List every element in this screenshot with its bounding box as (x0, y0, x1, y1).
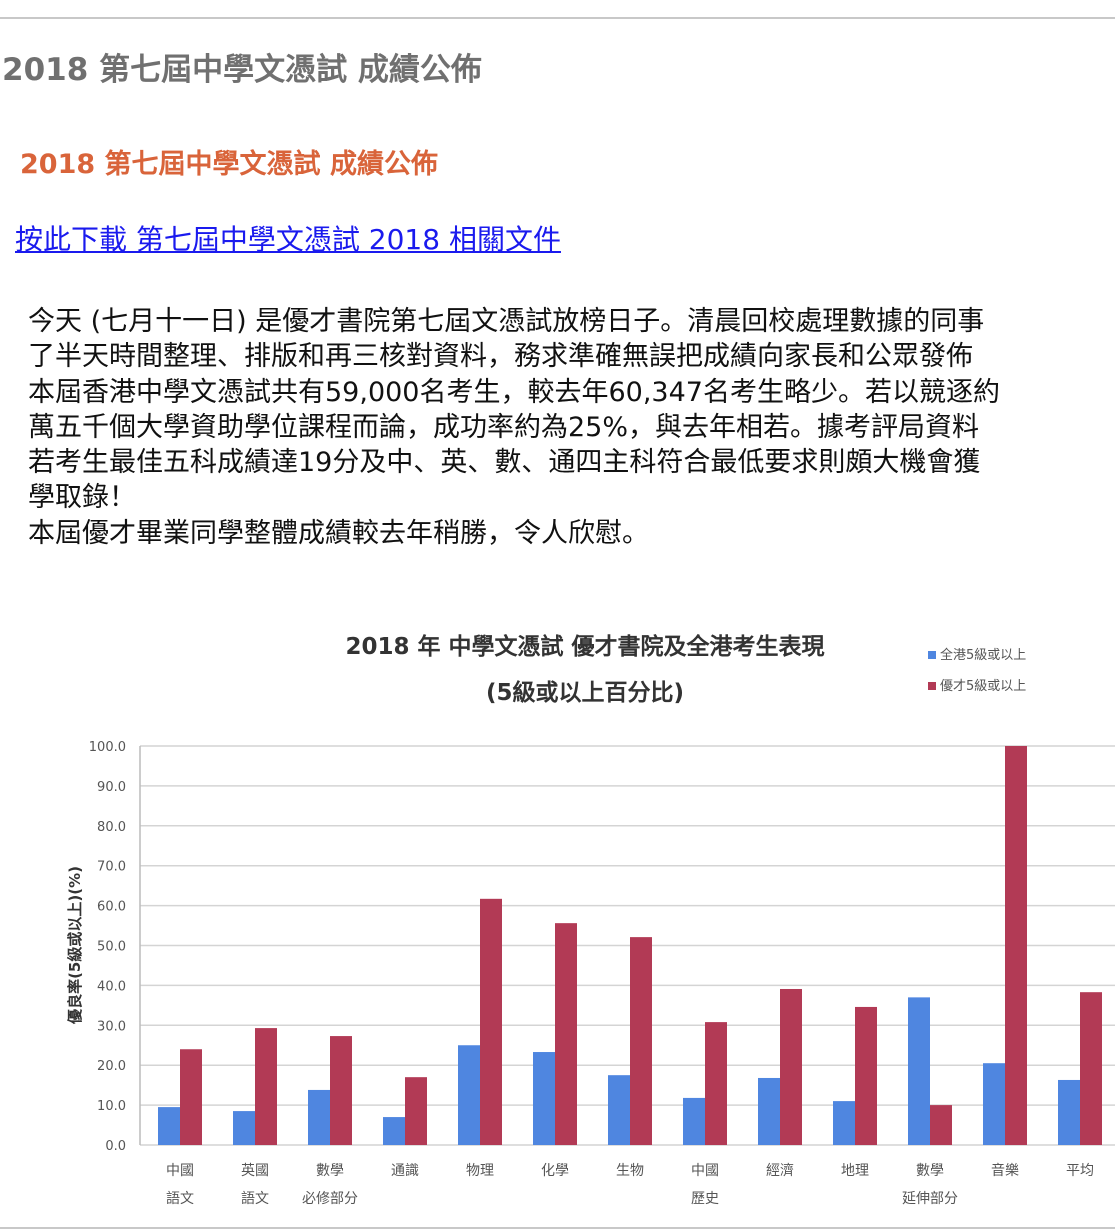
bar-school (330, 1036, 352, 1145)
x-tick-label: 平均 (1066, 1163, 1094, 1179)
x-tick-label: 語文 (241, 1191, 269, 1207)
paragraph-line: 了半天時間整理、排版和再三核對資料，務求準確無誤把成績向家長和公眾發佈 (28, 341, 973, 373)
y-axis-label: 優良率(5級或以上)(%) (66, 866, 84, 1025)
bar-hk (983, 1063, 1005, 1145)
top-divider (0, 17, 1115, 19)
bar-school (480, 898, 502, 1145)
paragraph-line: 本屆香港中學文憑試共有59,000名考生，較去年60,347名考生略少。若以競逐… (28, 376, 1000, 408)
y-tick-label: 20.0 (97, 1059, 126, 1074)
y-tick-label: 0.0 (105, 1139, 126, 1154)
x-tick-label: 物理 (466, 1163, 494, 1179)
legend-label: 優才5級或以上 (940, 679, 1026, 694)
x-tick-label: 數學 (316, 1163, 344, 1179)
paragraph-line: 學取錄！ (28, 482, 136, 514)
bar-hk (533, 1052, 555, 1145)
bar-school (180, 1049, 202, 1145)
legend-swatch (928, 682, 936, 690)
y-tick-label: 10.0 (97, 1099, 126, 1114)
y-tick-label: 80.0 (97, 820, 126, 835)
bar-school (855, 1006, 877, 1145)
y-tick-label: 60.0 (97, 900, 126, 915)
bar-school (555, 923, 577, 1145)
paragraph-line: 今天 (七月十一日) 是優才書院第七屆文憑試放榜日子。清晨回校處理數據的同事 (28, 306, 985, 337)
bar-hk (158, 1107, 180, 1145)
x-tick-label: 數學 (916, 1163, 944, 1179)
x-tick-label: 中國 (691, 1163, 719, 1179)
y-tick-label: 70.0 (97, 860, 126, 875)
bottom-divider (0, 1227, 1115, 1229)
chart-subtitle: (5級或以上百分比) (486, 679, 684, 706)
chart-title: 2018 年 中學文憑試 優才書院及全港考生表現 (345, 633, 824, 660)
bar-hk (1058, 1079, 1080, 1145)
bar-chart: 2018 年 中學文憑試 優才書院及全港考生表現 (5級或以上百分比) 全港5級… (66, 633, 1115, 1207)
x-tick-label: 音樂 (991, 1162, 1019, 1179)
bar-hk (758, 1077, 780, 1145)
legend-label: 全港5級或以上 (940, 647, 1026, 663)
bar-hk (233, 1111, 255, 1145)
y-tick-label: 40.0 (97, 979, 126, 994)
y-tick-label: 50.0 (97, 940, 126, 955)
y-tick-label: 30.0 (97, 1019, 126, 1034)
bar-hk (833, 1101, 855, 1145)
bar-school (780, 988, 802, 1145)
paragraph-line: 萬五千個大學資助學位課程而論，成功率約為25%，與去年相若。據考評局資料 (28, 411, 980, 443)
bar-hk (383, 1117, 405, 1145)
paragraph-line: 本屆優才畢業同學整體成績較去年稍勝，令人欣慰。 (28, 517, 649, 549)
bar-hk (608, 1075, 630, 1145)
x-tick-label: 地理 (841, 1163, 869, 1179)
article-body: 今天 (七月十一日) 是優才書院第七屆文憑試放榜日子。清晨回校處理數據的同事 了… (28, 304, 1115, 551)
bar-school (705, 1022, 727, 1145)
x-tick-label: 中國 (166, 1163, 194, 1179)
paragraph-line: 若考生最佳五科成績達19分及中、英、數、通四主科符合最低要求則頗大機會獲 (28, 447, 981, 479)
y-tick-label: 90.0 (97, 780, 126, 795)
bar-school (1080, 992, 1102, 1145)
x-tick-label: 語文 (166, 1191, 194, 1207)
y-tick-label: 100.0 (89, 740, 126, 755)
x-tick-label: 延伸部分 (902, 1191, 958, 1207)
download-link[interactable]: 按此下載 第七屆中學文憑試 2018 相關文件 (15, 223, 561, 256)
bar-hk (908, 997, 930, 1145)
page-title: 2018 第七屆中學文憑試 成績公佈 (2, 52, 482, 88)
bar-hk (308, 1089, 330, 1145)
bar-school (930, 1105, 952, 1145)
bar-school (255, 1028, 277, 1145)
legend-swatch (928, 651, 936, 659)
bar-school (1005, 746, 1027, 1145)
x-tick-label: 經濟 (766, 1163, 794, 1179)
bar-school (405, 1077, 427, 1145)
x-tick-label: 化學 (541, 1163, 569, 1179)
x-tick-label: 英國 (241, 1162, 269, 1179)
x-tick-label: 生物 (616, 1163, 644, 1179)
bar-hk (683, 1097, 705, 1145)
x-tick-label: 通識 (391, 1163, 419, 1179)
x-tick-label: 必修部分 (302, 1191, 358, 1207)
x-tick-label: 歷史 (691, 1191, 719, 1207)
bar-school (630, 937, 652, 1145)
article-heading: 2018 第七屆中學文憑試 成績公佈 (20, 149, 438, 180)
bar-hk (458, 1045, 480, 1145)
